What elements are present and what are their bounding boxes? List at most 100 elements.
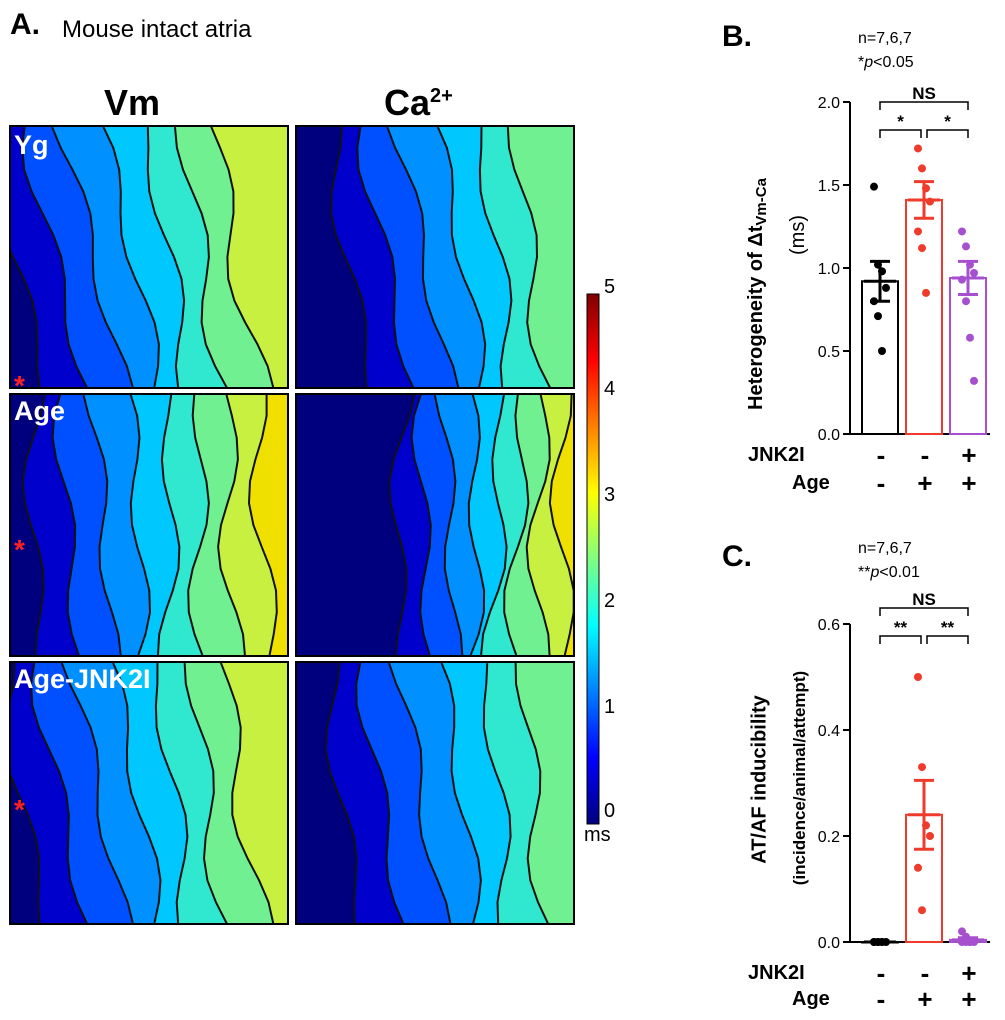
panel-b-sign-age-yg: - [876, 468, 886, 498]
data-point [926, 832, 934, 840]
panel-c-sign-jnk-agejnk: + [961, 958, 977, 988]
map-vm-age-jnk2i [10, 662, 288, 924]
data-point [878, 347, 886, 355]
panel-c-bar-chart: 0.00.20.40.6NS** ** [818, 590, 990, 952]
row-label-age: Age [14, 396, 66, 426]
data-point [962, 242, 970, 251]
panel-c-row-label-age: Age [792, 988, 830, 1010]
pacing-site-marker-age-jnk2i: * [14, 794, 25, 825]
panel-b-bar-chart: 0.0 0.5 1.0 1.5 2.0 NS * * [818, 84, 990, 444]
panel-b-row-label-jnk2i: JNK2I [748, 444, 805, 466]
panel-b-p-prefix: * [858, 54, 865, 71]
data-point [958, 227, 966, 236]
row-label-yg: Yg [14, 130, 49, 160]
panel-c-p-prefix: ** [858, 564, 871, 581]
data-point [914, 144, 922, 153]
panel-c-row-label-jnk2i: JNK2I [748, 962, 805, 984]
y-tick-label: 0.0 [818, 427, 840, 444]
colorbar-gradient [586, 293, 600, 825]
data-point [918, 244, 926, 253]
map-vm-yg [10, 126, 288, 388]
panel-c-ylabel-main: AT/AF inducibility [748, 695, 771, 864]
panel-c-p-suffix: <0.01 [879, 564, 920, 581]
y-tick-label: 0.0 [818, 935, 840, 952]
panel-b-p-italic: p [864, 54, 874, 71]
pacing-site-marker-age: * [14, 534, 25, 565]
panel-c-p-italic: p [870, 564, 880, 581]
y-tick-label: 2.0 [818, 95, 840, 112]
contour-map-grid [9, 125, 575, 925]
bracket-yg-vs-age-label: * [897, 112, 904, 131]
data-point [962, 297, 970, 306]
map-vm-age-jnk2i-frame [9, 661, 289, 925]
data-point [914, 227, 922, 236]
panel-c-sign-age-age: + [917, 984, 933, 1014]
bracket-yg-vs-agejnk [879, 607, 969, 616]
panel-b-ylabel-sub: Vm-Ca [753, 178, 771, 226]
data-point [914, 673, 922, 681]
panel-b-p-text: *p<0.05 [858, 54, 914, 72]
column-header-vm: Vm [104, 82, 161, 123]
bar-age [905, 813, 943, 943]
panel-c-sign-jnk-age: - [920, 958, 930, 988]
panel-b-sign-jnk-age: - [920, 440, 930, 470]
map-ca-age-frame [295, 393, 575, 657]
y-tick-label: 0.5 [818, 344, 840, 361]
map-ca-yg [296, 126, 574, 388]
map-vm-yg-frame [9, 125, 289, 389]
panel-b-n-text: n=7,6,7 [858, 30, 912, 47]
colorbar-tick-0: 0 [604, 800, 616, 822]
map-ca-age-jnk2i-frame [295, 661, 575, 925]
y-tick-label: 1.0 [818, 261, 840, 278]
bracket-age-vs-agejnk-label: ** [941, 618, 955, 637]
panel-c-sign-jnk-yg: - [876, 958, 886, 988]
data-point [870, 182, 878, 191]
data-point [918, 906, 926, 915]
data-point [966, 333, 974, 342]
panel-c-p-text: **p<0.01 [858, 564, 920, 582]
data-point [922, 288, 930, 297]
bracket-yg-vs-agejnk [879, 101, 969, 110]
y-tick-label: 1.5 [818, 178, 840, 195]
panel-b-sign-jnk-yg: - [876, 440, 886, 470]
map-ca-age [296, 394, 574, 656]
map-ca-yg-frame [295, 125, 575, 389]
panel-c-sign-age-yg: - [876, 984, 886, 1014]
bracket-yg-vs-agejnk-label: NS [912, 84, 936, 103]
panel-b-p-suffix: <0.05 [873, 54, 914, 71]
panel-c-letter: C. [722, 540, 752, 573]
panel-b-sign-age-agejnk: + [961, 468, 977, 498]
column-header-ca-text: Ca [384, 82, 431, 123]
colorbar-tick-3: 3 [604, 484, 616, 506]
panel-c-n-text: n=7,6,7 [858, 540, 912, 557]
data-point [970, 268, 978, 277]
panel-b-sign-jnk-agejnk: + [961, 440, 977, 470]
column-header-ca: Ca2+ [384, 82, 453, 124]
row-label-age-jnk2i: Age-JNK2I [14, 664, 151, 694]
panel-a-title: Mouse intact atria [62, 16, 252, 43]
panel-b-y-axis-title: Heterogeneity of ΔtVm-Ca [745, 50, 775, 410]
bracket-age-vs-agejnk [926, 129, 969, 138]
map-ca-age-jnk2i [296, 662, 574, 924]
y-tick-label: 0.6 [818, 617, 840, 634]
data-point [918, 763, 926, 772]
data-point [914, 863, 922, 872]
colorbar-tick-5: 5 [604, 276, 616, 298]
panel-b-letter: B. [722, 20, 752, 53]
data-point [874, 312, 882, 321]
bracket-age-vs-agejnk [926, 635, 969, 644]
colorbar-tick-4: 4 [604, 378, 616, 400]
y-tick-label: 0.2 [818, 829, 840, 846]
data-point [882, 283, 890, 292]
bracket-yg-vs-age [879, 129, 922, 138]
pacing-site-marker-yg: * [14, 370, 25, 401]
bracket-yg-vs-agejnk-label: NS [912, 590, 936, 609]
y-tick-label: 0.4 [818, 723, 840, 740]
panel-b-ylabel-main: Heterogeneity of Δt [745, 225, 767, 410]
colorbar-tick-1: 1 [604, 696, 616, 718]
colorbar-unit: ms [584, 824, 611, 846]
bar-yg [861, 280, 899, 435]
bracket-yg-vs-age-label: ** [894, 618, 908, 637]
bracket-yg-vs-age [879, 635, 922, 644]
panel-c-sign-age-agejnk: + [961, 984, 977, 1014]
